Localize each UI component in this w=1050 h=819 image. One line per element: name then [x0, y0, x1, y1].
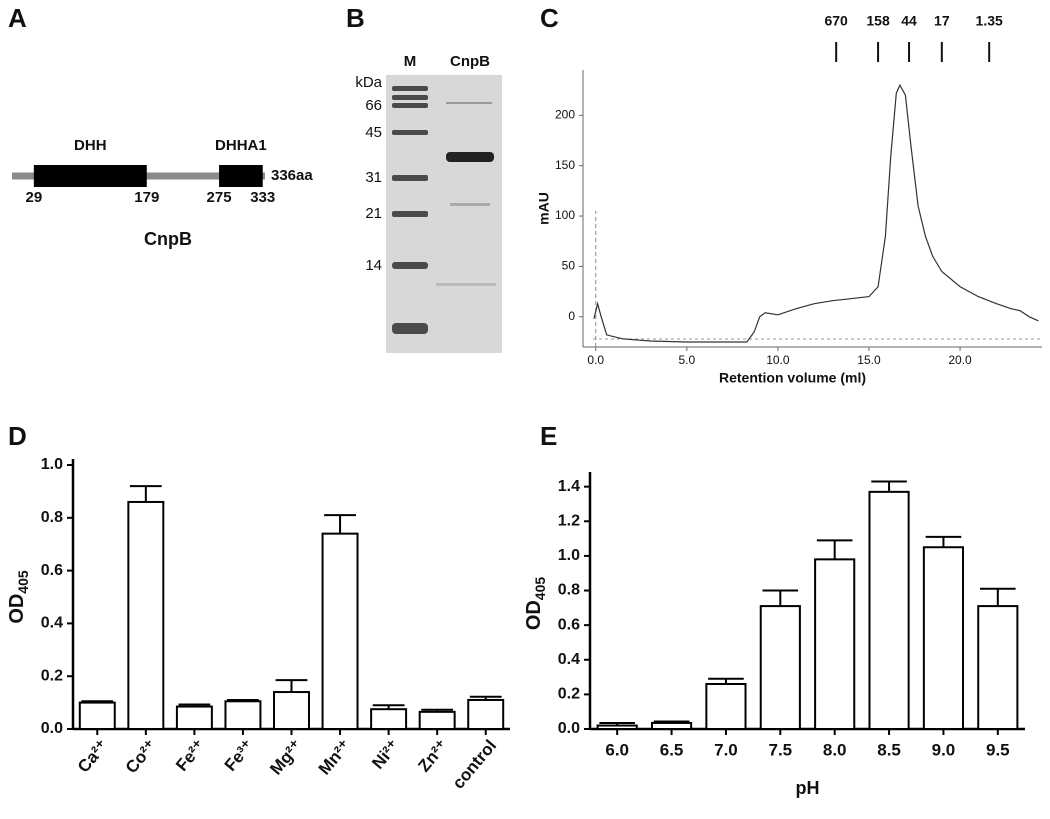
x-tick-label: 7.0	[714, 740, 738, 759]
domain	[219, 165, 263, 187]
x-tick-label: 6.0	[605, 740, 629, 759]
y-tick-label: 200	[555, 107, 575, 121]
protein-name: CnpB	[144, 229, 192, 249]
x-tick-label: Ca²⁺	[74, 736, 112, 776]
y-tick-label: 0	[568, 309, 575, 323]
domain-start: 29	[25, 189, 42, 206]
y-tick-label: 0.6	[558, 616, 580, 633]
x-tick-label: Mn²⁺	[315, 736, 355, 778]
bar	[977, 605, 1019, 731]
bar	[175, 705, 213, 730]
marker-label: 66	[365, 97, 382, 114]
bar	[759, 605, 801, 731]
x-tick-label: 9.5	[986, 740, 1010, 759]
x-tick-label: 20.0	[948, 353, 972, 367]
bar	[127, 500, 165, 730]
panel-label: A	[8, 3, 27, 33]
panel-label: D	[8, 421, 27, 451]
y-tick-label: 0.8	[41, 509, 63, 526]
y-tick-label: 1.2	[558, 512, 580, 529]
marker-label: 45	[365, 124, 382, 141]
lane-label: CnpB	[450, 53, 490, 70]
x-tick-label: 8.5	[877, 740, 901, 759]
y-tick-label: 1.0	[558, 547, 580, 564]
x-tick-label: 15.0	[857, 353, 881, 367]
bar	[224, 700, 262, 731]
y-tick-label: 1.4	[558, 478, 580, 495]
unit-label: kDa	[355, 74, 382, 91]
bar	[596, 724, 638, 730]
domain-name: DHH	[74, 137, 107, 154]
y-tick-label: 0.0	[558, 720, 580, 737]
y-tick-label: 0.6	[41, 562, 63, 579]
x-tick-label: Fe³⁺	[221, 736, 258, 775]
x-tick-label: 6.5	[660, 740, 684, 759]
domain-end: 333	[250, 189, 275, 206]
y-axis-title: OD405	[523, 577, 547, 631]
y-axis-title-sub: 405	[15, 570, 31, 594]
bar	[418, 710, 456, 731]
lane-label: M	[404, 53, 417, 70]
bar	[321, 532, 359, 731]
bar	[78, 701, 116, 730]
domain-name: DHHA1	[215, 137, 267, 154]
domain-start: 275	[207, 189, 232, 206]
bar	[814, 558, 856, 731]
x-tick-label: 5.0	[678, 353, 695, 367]
domain-end: 179	[134, 189, 159, 206]
marker-label: 14	[365, 257, 382, 274]
x-tick-label: Ni²⁺	[368, 736, 403, 772]
bar	[467, 698, 505, 731]
y-tick-label: 0.2	[41, 667, 63, 684]
x-tick-label: Zn²⁺	[414, 736, 451, 775]
standard-label: 158	[866, 13, 890, 29]
panel-label: C	[540, 3, 559, 33]
x-tick-label: 9.0	[932, 740, 956, 759]
y-tick-label: 0.0	[41, 720, 63, 737]
y-axis-title-main: OD	[523, 600, 545, 630]
length-label: 336aa	[271, 167, 313, 184]
y-tick-label: 100	[555, 208, 575, 222]
standard-label: 1.35	[976, 13, 1003, 29]
bar	[273, 691, 310, 730]
y-tick-label: 0.4	[558, 651, 580, 668]
bar	[868, 490, 910, 730]
x-tick-label: 8.0	[823, 740, 847, 759]
standard-label: 17	[934, 13, 950, 29]
x-tick-label: control	[449, 736, 501, 792]
x-tick-label: 0.0	[587, 353, 604, 367]
panel-label: B	[346, 3, 365, 33]
domain	[33, 165, 147, 187]
bar	[650, 721, 693, 731]
x-axis-title: Retention volume (ml)	[719, 370, 866, 386]
panel-label: E	[540, 421, 557, 451]
y-tick-label: 150	[555, 158, 575, 172]
y-tick-label: 0.4	[41, 615, 63, 632]
y-axis-title: mAU	[536, 192, 552, 225]
x-tick-label: Mg²⁺	[266, 736, 306, 778]
marker-label: 21	[365, 205, 382, 222]
x-tick-label: 10.0	[766, 353, 790, 367]
chromatogram-line	[593, 83, 1039, 343]
x-tick-label: Fe²⁺	[172, 736, 209, 775]
bar	[705, 682, 747, 730]
x-tick-label: Co²⁺	[122, 736, 161, 777]
marker-label: 31	[365, 169, 382, 186]
bar	[922, 546, 965, 731]
y-tick-label: 0.2	[558, 686, 580, 703]
gel-bands	[392, 86, 496, 334]
standard-label: 44	[901, 13, 917, 29]
y-tick-label: 0.8	[558, 582, 580, 599]
y-tick-label: 50	[562, 259, 576, 273]
bar	[370, 708, 408, 731]
y-axis-title: OD405	[6, 570, 30, 624]
x-tick-label: 7.5	[768, 740, 792, 759]
x-axis-title: pH	[796, 778, 820, 798]
standard-label: 670	[824, 13, 848, 29]
y-tick-label: 1.0	[41, 456, 63, 473]
y-axis-title-main: OD	[6, 594, 28, 624]
y-axis-title-sub: 405	[532, 577, 548, 601]
